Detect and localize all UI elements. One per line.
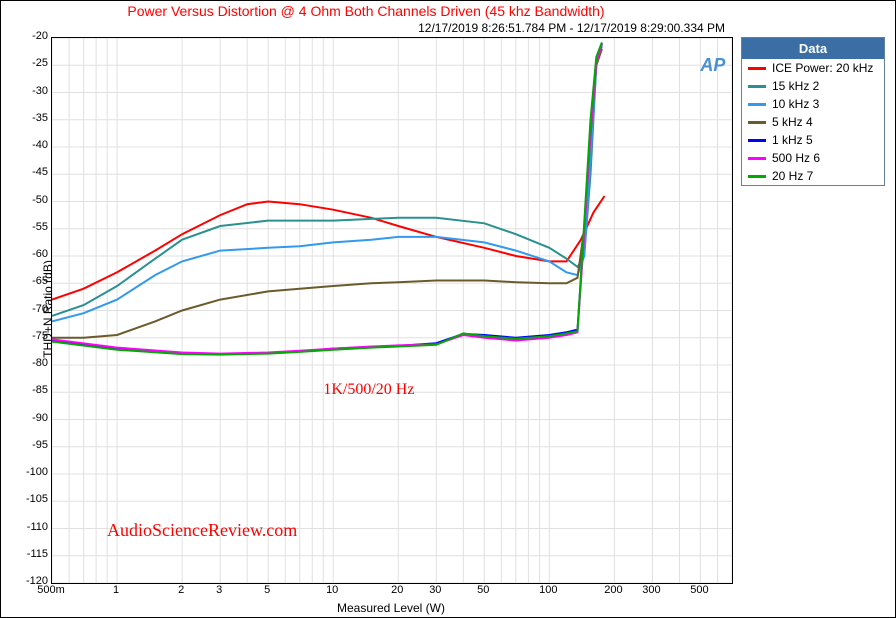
legend-item[interactable]: 15 kHz 2 [742,77,884,95]
legend-swatch [748,139,766,142]
ytick-label: -30 [18,85,48,97]
ytick-label: -70 [18,303,48,315]
ytick-label: -110 [18,521,48,533]
legend-label: 1 kHz 5 [772,133,813,147]
series-line [52,196,605,300]
annotation-text: 1K/500/20 Hz [323,381,414,399]
legend: Data ICE Power: 20 kHz 15 kHz 2 10 kHz 3 5 … [741,37,885,186]
ytick-label: -95 [18,439,48,451]
ap-logo: AP [700,55,725,76]
legend-label: 10 kHz 3 [772,97,819,111]
ytick-label: -50 [18,194,48,206]
ytick-label: -115 [18,548,48,560]
ytick-label: -55 [18,221,48,233]
xtick-label: 1 [113,584,119,596]
legend-swatch [748,103,766,106]
series-line [52,42,602,354]
xtick-label: 3 [216,584,222,596]
legend-label: 20 Hz 7 [772,169,813,183]
ytick-label: -45 [18,166,48,178]
ytick-label: -60 [18,248,48,260]
xtick-label: 50 [477,584,489,596]
legend-label: 5 kHz 4 [772,115,813,129]
xtick-label: 10 [326,584,338,596]
ytick-label: -90 [18,412,48,424]
legend-label: 15 kHz 2 [772,79,819,93]
xtick-label: 200 [604,584,622,596]
legend-header: Data [742,38,884,59]
legend-swatch [748,121,766,124]
legend-body: ICE Power: 20 kHz 15 kHz 2 10 kHz 3 5 kHz 4… [742,59,884,185]
x-axis-label: Measured Level (W) [51,601,731,615]
legend-item[interactable]: 10 kHz 3 [742,95,884,113]
ytick-label: -85 [18,384,48,396]
series-line [52,46,602,321]
ytick-label: -25 [18,57,48,69]
ytick-label: -75 [18,330,48,342]
xtick-label: 2 [178,584,184,596]
xtick-label: 500m [37,584,65,596]
legend-item[interactable]: 1 kHz 5 [742,131,884,149]
xtick-label: 20 [391,584,403,596]
xtick-label: 30 [429,584,441,596]
legend-swatch [748,85,766,88]
legend-label: ICE Power: 20 kHz [772,61,873,75]
xtick-label: 100 [539,584,557,596]
ytick-label: -100 [18,466,48,478]
series-line [52,45,602,354]
ytick-label: -35 [18,112,48,124]
series-line [52,44,602,316]
legend-swatch [748,175,766,178]
xtick-label: 5 [264,584,270,596]
ytick-label: -80 [18,357,48,369]
timestamp: 12/17/2019 8:26:51.784 PM - 12/17/2019 8… [418,21,725,35]
legend-swatch [748,67,766,70]
xtick-label: 300 [642,584,660,596]
legend-label: 500 Hz 6 [772,151,820,165]
legend-item[interactable]: 5 kHz 4 [742,113,884,131]
ytick-label: -20 [18,30,48,42]
chart-title: Power Versus Distortion @ 4 Ohm Both Cha… [1,3,731,19]
plot-area: AudioScienceReview.com 1K/500/20 Hz AP [51,37,733,584]
legend-item[interactable]: 500 Hz 6 [742,149,884,167]
series-line [52,44,602,355]
watermark: AudioScienceReview.com [107,520,297,541]
xtick-label: 500 [690,584,708,596]
legend-swatch [748,157,766,160]
legend-item[interactable]: 20 Hz 7 [742,167,884,185]
ytick-label: -65 [18,275,48,287]
legend-item[interactable]: ICE Power: 20 kHz [742,59,884,77]
ytick-label: -40 [18,139,48,151]
ytick-label: -105 [18,493,48,505]
chart-container: Power Versus Distortion @ 4 Ohm Both Cha… [0,0,896,618]
plot-svg [52,38,732,583]
